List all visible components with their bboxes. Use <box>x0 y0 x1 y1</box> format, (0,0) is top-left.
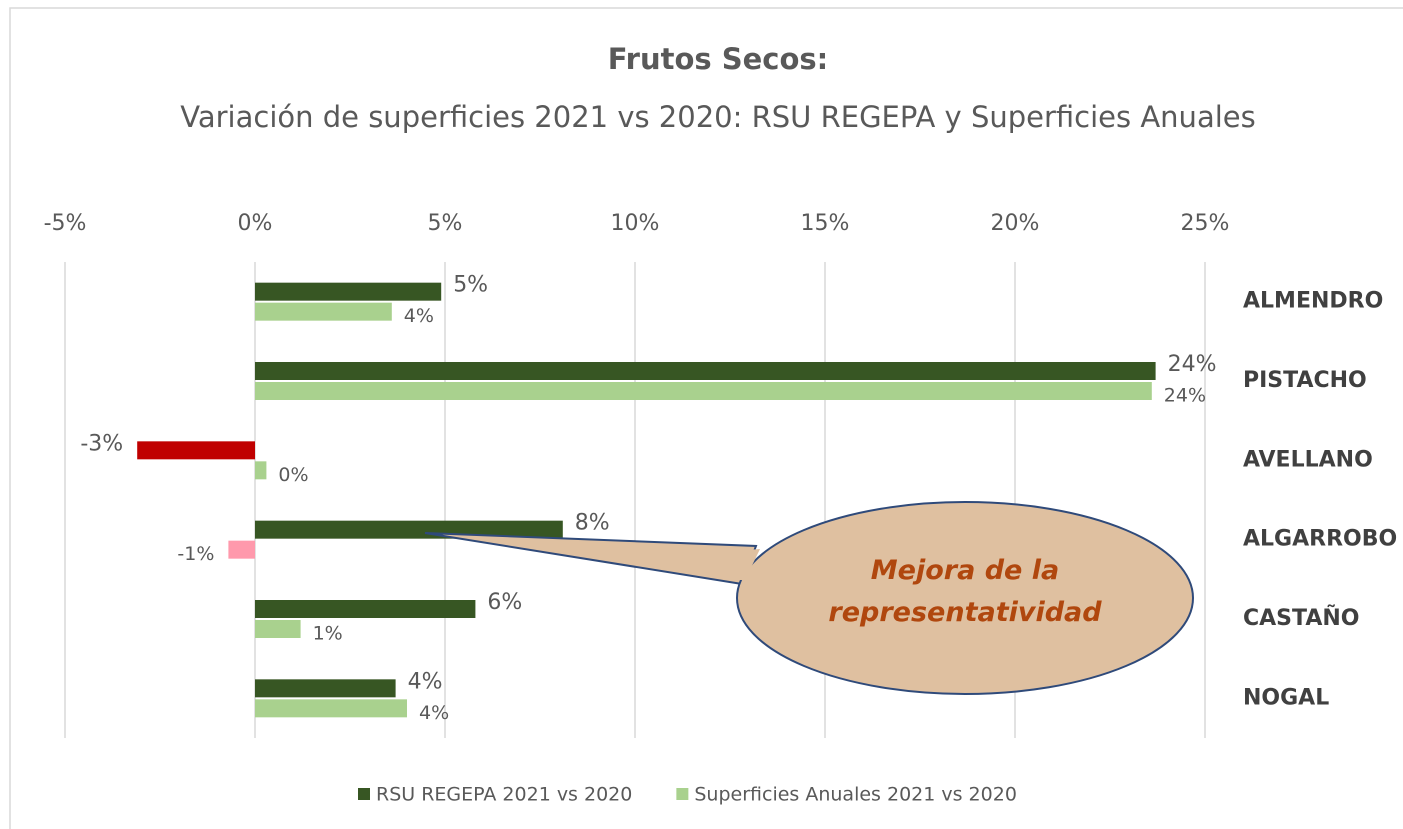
bar <box>255 362 1156 380</box>
x-tick-label: 5% <box>428 211 463 236</box>
legend-swatch <box>676 788 689 800</box>
x-tick-label: 15% <box>801 211 850 236</box>
value-label: 1% <box>313 623 343 645</box>
x-tick-label: -5% <box>44 211 87 236</box>
category-label: ALGARROBO <box>1243 527 1397 552</box>
value-label: 0% <box>278 464 308 486</box>
callout-text: Mejora de la representatividad <box>828 555 1102 628</box>
legend-label: Superficies Anuales 2021 vs 2020 <box>694 784 1017 806</box>
category-label: CASTAÑO <box>1243 605 1359 631</box>
category-label: PISTACHO <box>1243 368 1367 393</box>
value-label: 24% <box>1164 385 1206 407</box>
bar <box>228 540 255 559</box>
legend-swatch <box>358 788 370 800</box>
x-tick-label: 20% <box>991 211 1040 236</box>
x-tick-label: 10% <box>611 211 660 236</box>
x-tick-label: 25% <box>1181 211 1230 236</box>
bar <box>255 699 407 718</box>
bar <box>137 441 255 460</box>
value-label: 5% <box>453 273 488 298</box>
callout <box>736 501 1194 695</box>
value-label: 4% <box>404 305 434 327</box>
value-label: -1% <box>177 543 214 565</box>
category-label: ALMENDRO <box>1243 289 1383 314</box>
value-label: 4% <box>419 702 449 724</box>
bar <box>255 282 442 301</box>
bar <box>255 600 476 618</box>
value-label: 6% <box>487 590 522 615</box>
value-label: 4% <box>408 669 443 694</box>
x-tick-label: 0% <box>238 211 273 236</box>
bar <box>255 620 301 638</box>
chart-subtitle: Variación de superficies 2021 vs 2020: R… <box>180 100 1256 134</box>
chart-title: Frutos Secos: <box>607 42 829 76</box>
category-label: AVELLANO <box>1243 447 1373 472</box>
value-label: 24% <box>1168 352 1217 377</box>
bar <box>255 382 1152 400</box>
chart-frame <box>9 7 1403 829</box>
bar <box>255 461 267 480</box>
value-label: 8% <box>575 511 610 536</box>
category-label: NOGAL <box>1243 685 1329 710</box>
bar <box>255 679 396 698</box>
value-label: -3% <box>80 431 123 456</box>
callout-join <box>733 549 760 580</box>
legend-label: RSU REGEPA 2021 vs 2020 <box>376 784 632 806</box>
bar <box>255 520 563 539</box>
bar <box>255 302 392 321</box>
